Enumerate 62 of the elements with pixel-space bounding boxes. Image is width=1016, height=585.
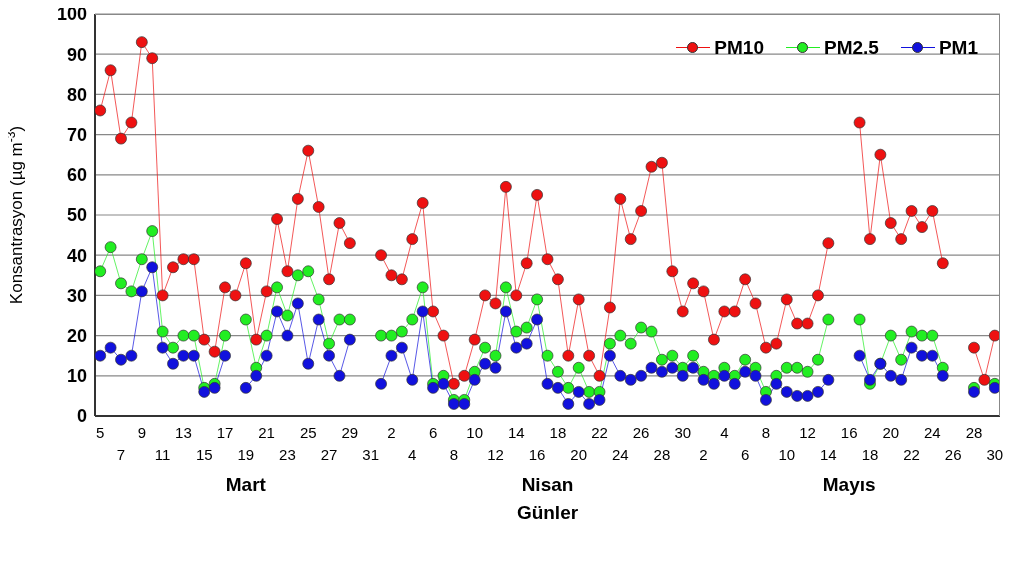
x-tick-label: 24 xyxy=(611,446,629,463)
x-tick-label: 14 xyxy=(820,446,837,463)
x-tick-label: 12 xyxy=(799,424,816,441)
x-tick-label: 27 xyxy=(320,446,338,463)
x-tick-label: 28 xyxy=(965,424,983,441)
x-tick-label: 12 xyxy=(487,446,504,463)
x-tick-label: 4 xyxy=(408,446,417,463)
x-tick-label: 15 xyxy=(195,446,213,463)
x-tick-label: 19 xyxy=(237,446,255,463)
y-tick-label: 100 xyxy=(56,4,87,25)
x-tick-label: 8 xyxy=(761,424,771,441)
x-axis-title: Günler xyxy=(515,502,580,524)
x-tick-label: 8 xyxy=(449,446,459,463)
x-tick-label: 7 xyxy=(116,446,126,463)
x-tick-label: 24 xyxy=(924,424,941,441)
x-tick-label: 26 xyxy=(632,424,650,441)
x-tick-label: 28 xyxy=(653,446,671,463)
x-tick-label: 30 xyxy=(674,424,692,441)
x-tick-label: 6 xyxy=(428,424,438,441)
x-tick-label: 22 xyxy=(903,446,920,463)
y-tick-label: 50 xyxy=(66,205,87,226)
x-tick-label: 20 xyxy=(570,446,588,463)
x-tick-label: 5 xyxy=(96,424,105,441)
y-tick-label: 70 xyxy=(66,124,87,145)
x-tick-label: 2 xyxy=(387,424,396,441)
x-tick-label: 4 xyxy=(720,424,729,441)
x-tick-label: 18 xyxy=(861,446,879,463)
text: Mart xyxy=(224,474,267,496)
x-tick-label: 2 xyxy=(699,446,708,463)
x-tick-label: 17 xyxy=(216,424,234,441)
x-tick-label: 16 xyxy=(840,424,858,441)
x-tick-label: 10 xyxy=(778,446,796,463)
y-tick-label: 60 xyxy=(66,165,87,186)
x-tick-label: 29 xyxy=(341,424,359,441)
y-tick-label: 80 xyxy=(66,84,87,105)
x-tick-label: 14 xyxy=(507,424,525,441)
legend-label: PM2.5 xyxy=(824,37,879,58)
x-tick-label: 31 xyxy=(362,446,379,463)
x-tick-label: 23 xyxy=(279,446,296,463)
x-tick-label: 10 xyxy=(466,424,484,441)
y-tick-label: 90 xyxy=(66,44,87,65)
legend-label: PM1 xyxy=(938,37,978,58)
x-tick-label: 16 xyxy=(528,446,546,463)
x-tick-label: 25 xyxy=(299,424,317,441)
y-tick-label: 40 xyxy=(66,245,87,266)
text: Nisan xyxy=(520,474,575,496)
y-tick-label: 30 xyxy=(66,285,87,306)
x-tick-label: 22 xyxy=(591,424,608,441)
x-tick-label: 18 xyxy=(549,424,567,441)
y-tick-label: 10 xyxy=(66,366,87,387)
y-tick-label: 0 xyxy=(76,406,87,427)
text: Mayıs xyxy=(821,474,877,496)
legend-label: PM10 xyxy=(714,37,764,58)
x-tick-label: 21 xyxy=(258,424,275,441)
x-tick-label: 30 xyxy=(986,446,1004,463)
x-tick-label: 13 xyxy=(175,424,192,441)
x-tick-label: 26 xyxy=(944,446,962,463)
x-tick-label: 9 xyxy=(137,424,146,441)
x-tick-label: 11 xyxy=(154,446,171,463)
y-tick-label: 20 xyxy=(66,325,87,346)
x-tick-label: 6 xyxy=(740,446,750,463)
x-tick-label: 20 xyxy=(882,424,900,441)
